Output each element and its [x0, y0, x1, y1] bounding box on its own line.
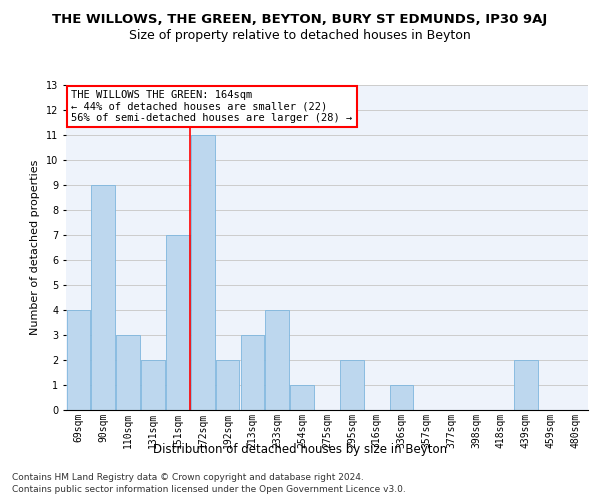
Text: Contains HM Land Registry data © Crown copyright and database right 2024.: Contains HM Land Registry data © Crown c… [12, 472, 364, 482]
Bar [265, 310, 289, 410]
Y-axis label: Number of detached properties: Number of detached properties [31, 160, 40, 335]
Bar [141, 360, 165, 410]
Text: Size of property relative to detached houses in Beyton: Size of property relative to detached ho… [129, 29, 471, 42]
Text: Distribution of detached houses by size in Beyton: Distribution of detached houses by size … [153, 442, 447, 456]
Bar [514, 360, 538, 410]
Text: THE WILLOWS THE GREEN: 164sqm
← 44% of detached houses are smaller (22)
56% of s: THE WILLOWS THE GREEN: 164sqm ← 44% of d… [71, 90, 352, 123]
Text: THE WILLOWS, THE GREEN, BEYTON, BURY ST EDMUNDS, IP30 9AJ: THE WILLOWS, THE GREEN, BEYTON, BURY ST … [52, 12, 548, 26]
Bar [191, 135, 215, 410]
Text: Contains public sector information licensed under the Open Government Licence v3: Contains public sector information licen… [12, 485, 406, 494]
Bar [340, 360, 364, 410]
Bar [241, 335, 264, 410]
Bar [290, 385, 314, 410]
Bar [91, 185, 115, 410]
Bar [216, 360, 239, 410]
Bar [116, 335, 140, 410]
Bar [390, 385, 413, 410]
Bar [166, 235, 190, 410]
Bar [67, 310, 90, 410]
